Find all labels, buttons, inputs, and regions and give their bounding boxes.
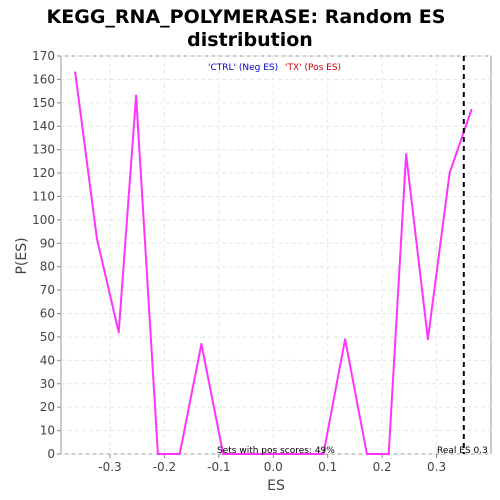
axis-ticks: 0 10 20 30 40 50 60 70 80 90 100 110 120 130 140 150 160… (32, 49, 446, 474)
y-tick-label: 0 (47, 447, 55, 461)
legend-neg-label: 'CTRL' (Neg ES) (208, 63, 278, 73)
data-point (117, 331, 120, 334)
x-tick-label: 0.1 (318, 460, 337, 474)
y-tick-label: 80 (40, 260, 55, 274)
y-tick-label: 70 (40, 283, 55, 297)
data-point (265, 453, 268, 455)
y-tick-label: 60 (40, 307, 55, 321)
data-point (135, 94, 138, 97)
y-tick-label: 130 (32, 143, 55, 157)
data-point (243, 453, 246, 455)
data-point (178, 453, 181, 455)
y-tick-label: 10 (40, 424, 55, 438)
data-point (222, 453, 225, 455)
x-tick-label: -0.3 (98, 460, 121, 474)
x-tick-label: 0.2 (373, 460, 392, 474)
y-tick-label: 110 (32, 189, 55, 203)
real-es-label: Real ES 0.3 (437, 446, 488, 456)
data-point (322, 453, 325, 455)
y-tick-label: 20 (40, 400, 55, 414)
es-distribution-line (74, 72, 473, 455)
y-tick-label: 30 (40, 377, 55, 391)
data-point (200, 342, 203, 345)
x-tick-label: 0.0 (264, 460, 283, 474)
data-point (156, 453, 159, 455)
data-point (95, 237, 98, 240)
y-tick-label: 100 (32, 213, 55, 227)
data-point (387, 453, 390, 455)
y-tick-label: 40 (40, 353, 55, 367)
data-point (448, 172, 451, 175)
y-tick-label: 140 (32, 119, 55, 133)
y-axis-label: P(ES) (14, 237, 30, 274)
pos-scores-annotation: Sets with pos scores: 49% (217, 446, 335, 456)
series-layer (74, 71, 473, 455)
legend-pos-label: 'TX' (Pos ES) (285, 63, 341, 73)
data-point (426, 338, 429, 341)
x-tick-label: 0.3 (427, 460, 446, 474)
y-tick-label: 170 (32, 49, 55, 63)
data-point (344, 338, 347, 341)
data-point (74, 71, 77, 74)
data-point (309, 453, 312, 455)
y-tick-label: 90 (40, 236, 55, 250)
chart-title-line-1: KEGG_RNA_POLYMERASE: Random ES (47, 6, 446, 28)
y-tick-label: 50 (40, 330, 55, 344)
data-point (287, 453, 290, 455)
data-point (365, 453, 368, 455)
data-point (405, 153, 408, 156)
y-tick-label: 150 (32, 96, 55, 110)
plot-area (60, 55, 492, 455)
y-tick-label: 160 (32, 72, 55, 86)
y-tick-label: 120 (32, 166, 55, 180)
x-axis-label: ES (267, 478, 285, 494)
x-tick-label: -0.2 (153, 460, 176, 474)
x-tick-label: -0.1 (207, 460, 230, 474)
chart-title-line-2: distribution (187, 29, 313, 51)
grid-lines (61, 55, 491, 455)
data-point (470, 108, 473, 111)
